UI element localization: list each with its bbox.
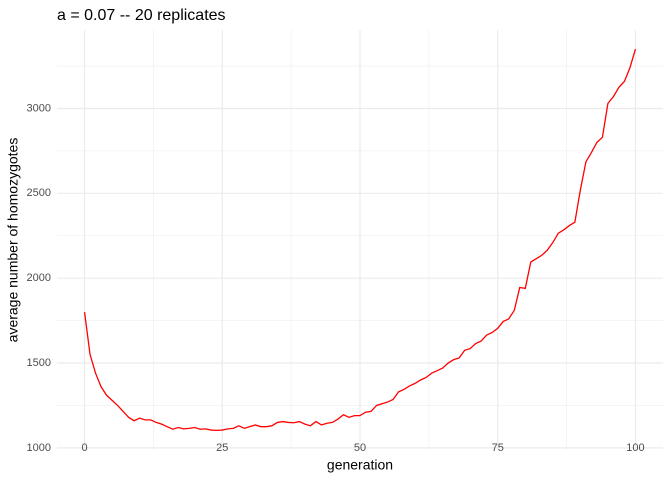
chart-title: a = 0.07 -- 20 replicates [57, 7, 226, 24]
x-axis-label: generation [327, 457, 393, 473]
y-tick-label: 1000 [27, 442, 51, 454]
y-tick-label: 2500 [27, 187, 51, 199]
x-tick-label: 50 [354, 442, 366, 454]
x-tick-label: 25 [216, 442, 228, 454]
data-line [83, 48, 637, 432]
y-tick-label: 3000 [27, 102, 51, 114]
y-tick-label: 1500 [27, 357, 51, 369]
x-tick-label: 0 [81, 442, 87, 454]
x-tick-label: 100 [626, 442, 644, 454]
y-tick-label: 2000 [27, 272, 51, 284]
y-axis-label: average number of homozygotes [5, 138, 21, 343]
x-tick-label: 75 [492, 442, 504, 454]
